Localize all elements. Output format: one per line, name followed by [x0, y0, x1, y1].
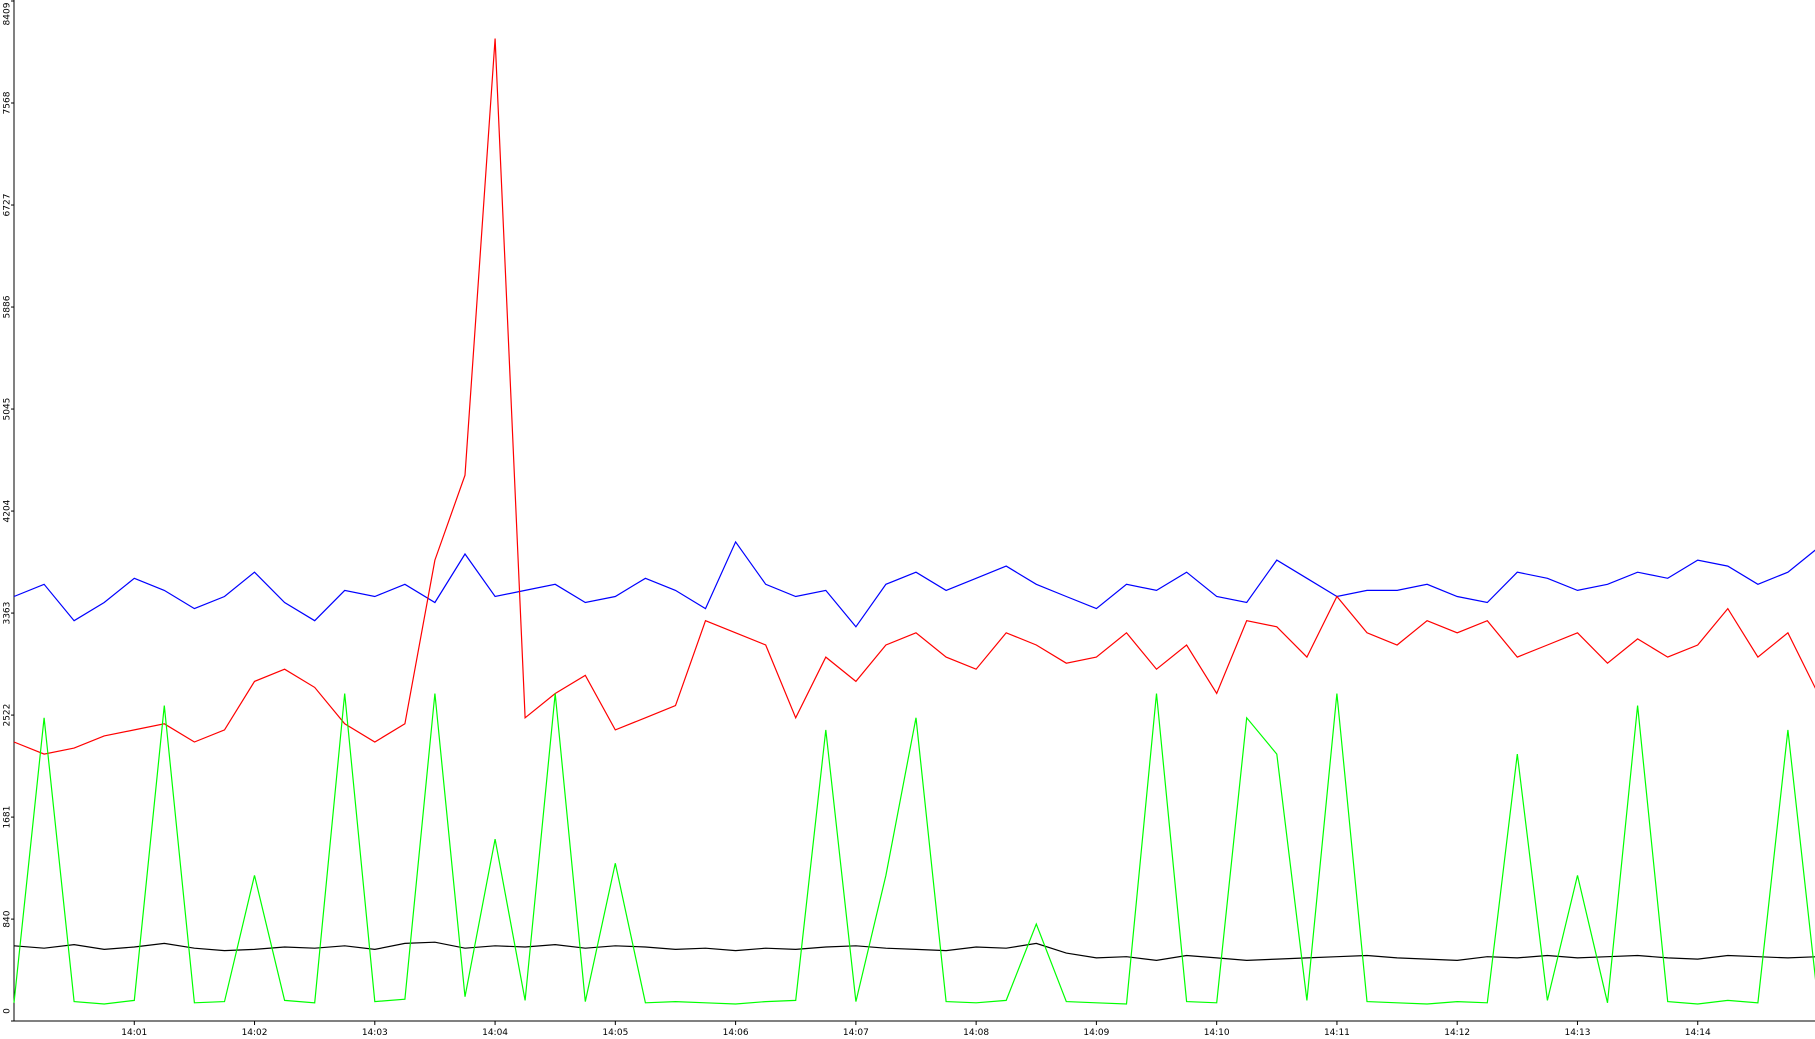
- x-tick-label: 14:07: [843, 1028, 869, 1038]
- series-line: [13, 941, 1815, 962]
- x-tick-label: 14:01: [121, 1028, 147, 1038]
- y-tick-label: 1681: [3, 806, 13, 829]
- y-tick-label: 5886: [3, 295, 13, 318]
- y-tick-label: 8409: [3, 2, 13, 25]
- x-tick-label: 14:11: [1324, 1028, 1350, 1038]
- x-tick-label: 14:13: [1564, 1028, 1590, 1038]
- x-tick-label: 14:03: [362, 1028, 388, 1038]
- y-tick-label: 840: [3, 910, 13, 927]
- y-tick-label: 6727: [3, 194, 13, 217]
- y-tick-label: 2522: [3, 704, 13, 727]
- y-tick-label: 3363: [3, 602, 13, 625]
- y-tick-label: 5045: [3, 398, 13, 421]
- x-tick-label: 14:02: [242, 1028, 268, 1038]
- x-tick-label: 14:05: [602, 1028, 628, 1038]
- x-tick-label: 14:06: [723, 1028, 749, 1038]
- x-tick-label: 14:09: [1083, 1028, 1109, 1038]
- series-line: [13, 540, 1815, 628]
- x-tick-label: 14:08: [963, 1028, 989, 1038]
- series-line: [13, 38, 1815, 755]
- y-tick-label: 7568: [3, 91, 13, 114]
- x-tick-label: 14:04: [482, 1028, 508, 1038]
- x-tick-label: 14:12: [1444, 1028, 1470, 1038]
- x-tick-label: 14:10: [1204, 1028, 1230, 1038]
- series-line: [13, 693, 1815, 1005]
- x-tick-label: 14:14: [1685, 1028, 1711, 1038]
- y-tick-label: 4204: [3, 499, 13, 522]
- y-tick-label: 0: [3, 1008, 13, 1014]
